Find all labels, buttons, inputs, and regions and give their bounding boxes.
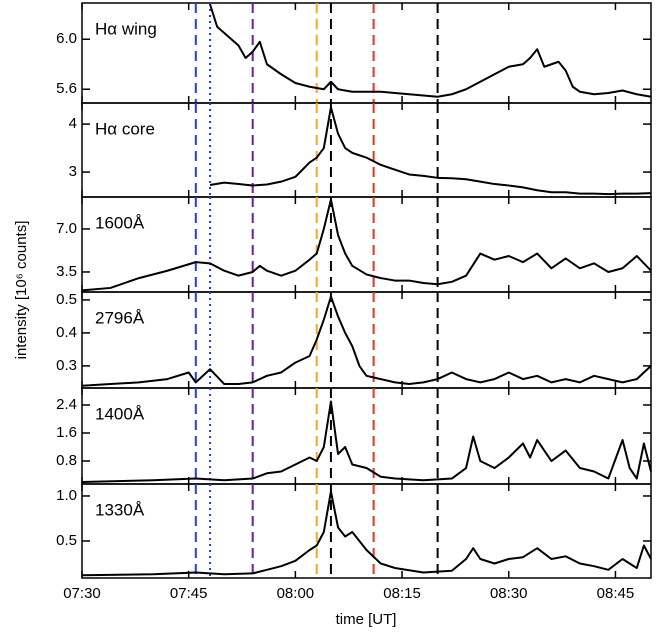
y-tick-label: 3.5: [56, 263, 77, 280]
y-tick-label: 0.8: [56, 452, 77, 469]
x-tick-label: 07:30: [63, 585, 101, 602]
data-line: [81, 198, 652, 292]
x-tick-label: 08:00: [277, 585, 315, 602]
panel-frame: [81, 291, 652, 389]
data-line: [209, 3, 652, 98]
y-tick-label: 6.0: [56, 30, 77, 47]
panel-title: Hα wing: [95, 19, 157, 38]
y-tick-label: 0.5: [56, 291, 77, 308]
y-axis-label: intensity [10⁶ counts]: [13, 221, 30, 360]
panel-title: Hα core: [95, 119, 155, 138]
panel-frame: [81, 2, 652, 104]
y-tick-label: 2.4: [56, 396, 77, 413]
panel-frame: [81, 102, 652, 198]
y-tick-label: 3: [69, 163, 77, 180]
x-tick-label: 08:15: [383, 585, 421, 602]
y-tick-label: 0.3: [56, 357, 77, 374]
y-tick-label: 1.6: [56, 424, 77, 441]
data-line: [81, 400, 652, 484]
x-tick-label: 08:30: [490, 585, 528, 602]
panel-title: 2796Å: [95, 308, 145, 327]
y-tick-label: 1.0: [56, 487, 77, 504]
y-tick-label: 4: [69, 115, 77, 132]
panel-frame: [81, 483, 652, 579]
data-line: [81, 490, 652, 577]
y-tick-label: 0.4: [56, 324, 77, 341]
panel-frame: [81, 196, 652, 293]
panel-title: 1400Å: [95, 404, 145, 423]
x-tick-label: 07:45: [170, 585, 208, 602]
y-tick-label: 0.5: [56, 532, 77, 549]
y-tick-label: 5.6: [56, 80, 77, 97]
y-tick-label: 7.0: [56, 220, 77, 237]
panel-title: 1600Å: [95, 213, 145, 232]
x-axis-label: time [UT]: [336, 611, 397, 628]
data-line: [209, 106, 652, 196]
panel-title: 1330Å: [95, 500, 145, 519]
x-tick-label: 08:45: [597, 585, 635, 602]
panel-frame: [81, 387, 652, 485]
data-line: [81, 295, 652, 387]
